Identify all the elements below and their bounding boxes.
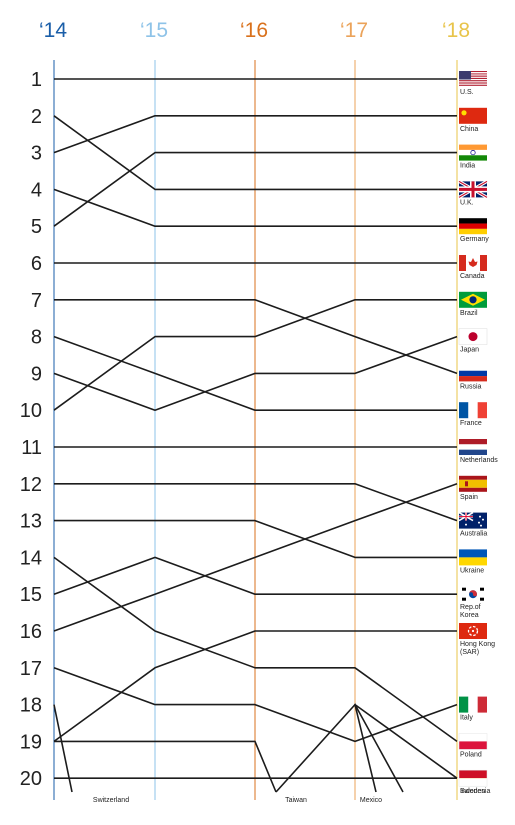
year-label: ‘18 xyxy=(442,19,470,42)
country-label: India xyxy=(460,163,475,170)
exit-line xyxy=(53,704,73,793)
country-label: Hong Kong (SAR) xyxy=(460,641,495,656)
year-gridlines xyxy=(53,60,458,800)
france-flag-icon xyxy=(459,402,487,419)
china-flag-icon xyxy=(459,107,487,124)
rank-label: 9 xyxy=(31,363,42,385)
rank-label: 8 xyxy=(31,327,42,349)
country-label: China xyxy=(460,126,478,133)
country-label: Russia xyxy=(460,383,482,390)
indonesia-flag-icon xyxy=(458,769,488,787)
year-label: ‘15 xyxy=(140,19,168,42)
korea-flag-icon xyxy=(459,586,487,603)
country-label: Italy xyxy=(460,715,473,722)
year-label: ‘17 xyxy=(340,19,368,42)
series-line xyxy=(53,115,457,191)
exit-line xyxy=(275,702,377,793)
rank-label: 18 xyxy=(20,695,42,717)
exit-country-label: Mexico xyxy=(360,797,382,804)
country-label: Sweden xyxy=(460,788,485,795)
country-label: Ukraine xyxy=(460,567,484,574)
country-label-line: Korea xyxy=(460,612,479,619)
rank-label: 12 xyxy=(20,474,42,496)
country-label: Brazil xyxy=(460,310,478,317)
hongkong-flag-icon xyxy=(459,623,487,639)
series-line xyxy=(53,115,457,154)
country-label-line: Hong Kong xyxy=(460,641,495,648)
ukraine-flag-icon xyxy=(459,549,487,566)
country-label: Spain xyxy=(460,494,478,501)
canada-flag-icon xyxy=(459,255,487,271)
poland-flag-icon xyxy=(458,733,488,750)
country-flags xyxy=(458,71,488,787)
rank-label: 1 xyxy=(31,69,42,91)
series-line xyxy=(54,482,458,522)
series-lines xyxy=(53,78,458,793)
country-label: Indonesia xyxy=(460,788,490,795)
country-label: Poland xyxy=(460,751,482,758)
year-label: ‘16 xyxy=(240,19,268,42)
rank-label: 6 xyxy=(31,253,42,275)
year-label: ‘14 xyxy=(39,19,67,42)
country-label: France xyxy=(460,420,482,427)
rank-label: 16 xyxy=(20,621,42,643)
series-line xyxy=(53,335,458,412)
rank-label: 11 xyxy=(21,437,42,459)
country-label: Rep.of Korea xyxy=(460,604,481,619)
country-label: Netherlands xyxy=(460,457,498,464)
country-labels: U.S. China India U.K. Germany Canada Brazil Jap… xyxy=(460,89,498,795)
series-line xyxy=(53,335,457,412)
series-line xyxy=(53,556,458,743)
rank-label: 19 xyxy=(20,731,42,753)
exit-country-label: Switzerland xyxy=(93,797,129,804)
uk-flag-icon xyxy=(458,180,488,199)
rank-label: 13 xyxy=(20,511,42,533)
rank-label: 3 xyxy=(31,143,42,165)
rank-label: 7 xyxy=(31,290,42,312)
series-line xyxy=(54,298,458,375)
rank-label: 2 xyxy=(31,106,42,128)
india-flag-icon xyxy=(459,144,487,161)
country-label: Japan xyxy=(460,347,479,354)
australia-flag-icon xyxy=(458,511,487,529)
spain-flag-icon xyxy=(459,475,487,492)
exit-lines xyxy=(53,702,377,793)
country-label: U.S. xyxy=(460,89,474,96)
rank-label: 14 xyxy=(20,547,42,569)
exit-country-label: Taiwan xyxy=(285,797,307,804)
rank-label: 5 xyxy=(31,216,42,238)
country-label: Germany xyxy=(460,236,489,243)
netherlands-flag-icon xyxy=(459,439,487,455)
rank-label: 4 xyxy=(31,179,42,201)
russia-flag-icon xyxy=(459,365,487,382)
country-label-line: (SAR) xyxy=(460,649,479,656)
italy-flag-icon xyxy=(459,696,487,713)
rank-label: 10 xyxy=(20,400,42,422)
series-line xyxy=(54,519,457,559)
us-flag-icon xyxy=(459,71,487,86)
country-label-line: Rep.of xyxy=(460,604,481,611)
rank-label: 17 xyxy=(20,658,42,680)
japan-flag-icon xyxy=(458,328,488,345)
rank-label: 20 xyxy=(20,768,42,790)
exit-line xyxy=(54,740,277,793)
country-label: Australia xyxy=(460,531,487,538)
year-labels: ‘14 ‘15 ‘16 ‘17 ‘18 xyxy=(39,19,470,42)
exit-labels: Switzerland Taiwan Mexico xyxy=(93,797,382,804)
brazil-flag-icon xyxy=(459,291,487,308)
series-line xyxy=(53,556,457,596)
country-label: Canada xyxy=(460,273,485,280)
rank-label: 15 xyxy=(20,584,42,606)
germany-flag-icon xyxy=(459,218,487,235)
country-label: U.K. xyxy=(460,199,474,206)
series-line xyxy=(53,151,457,227)
series-line xyxy=(53,188,457,227)
